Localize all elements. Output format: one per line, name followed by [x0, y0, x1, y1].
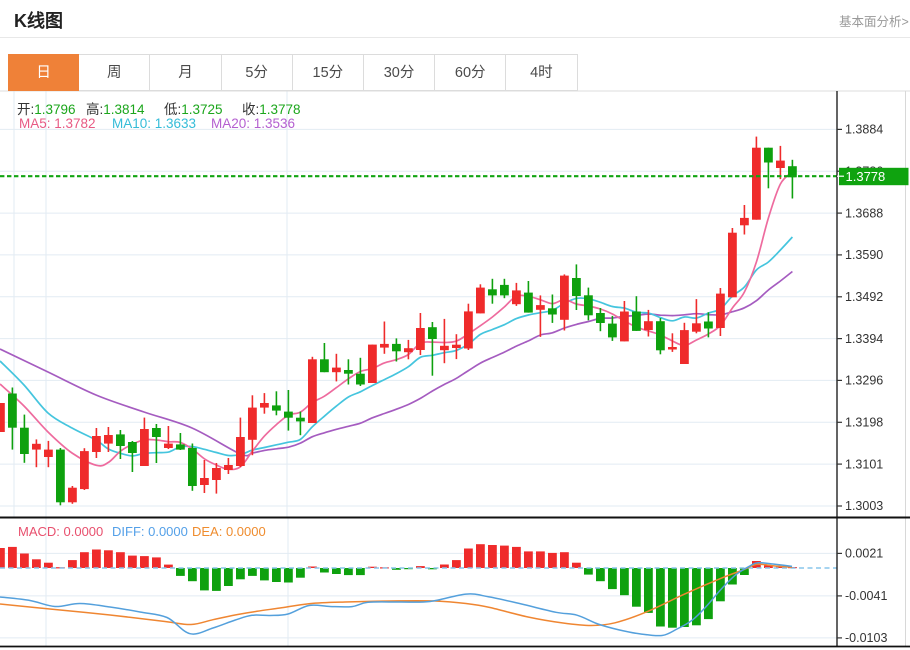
svg-text:1.3394: 1.3394	[845, 332, 883, 346]
svg-text:-0.0103: -0.0103	[845, 631, 887, 645]
svg-text:1.3198: 1.3198	[845, 416, 883, 430]
svg-text:1.3688: 1.3688	[845, 206, 883, 220]
svg-text:1.3296: 1.3296	[845, 374, 883, 388]
svg-text:1.3003: 1.3003	[845, 499, 883, 513]
svg-text:0.0021: 0.0021	[845, 547, 883, 561]
svg-text:1.3884: 1.3884	[845, 123, 883, 137]
svg-text:1.3778: 1.3778	[846, 169, 886, 184]
svg-text:1.3590: 1.3590	[845, 248, 883, 262]
svg-text:-0.0041: -0.0041	[845, 589, 887, 603]
svg-text:1.3101: 1.3101	[845, 457, 883, 471]
svg-text:1.3492: 1.3492	[845, 290, 883, 304]
